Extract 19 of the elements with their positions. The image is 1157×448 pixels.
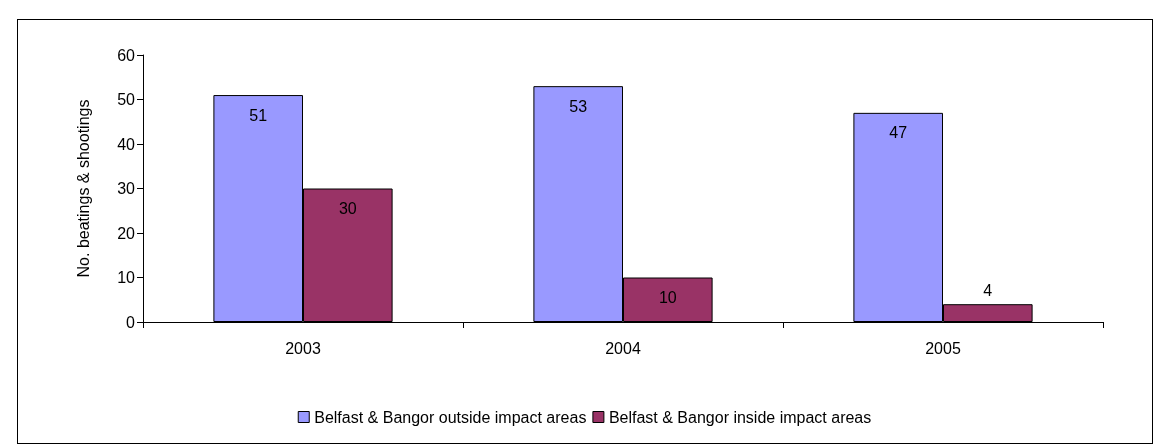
legend-label: Belfast & Bangor inside impact areas: [608, 408, 872, 426]
data-label: 47: [889, 124, 908, 142]
data-label: 10: [658, 289, 677, 306]
y-tick-label: 30: [117, 180, 136, 197]
data-label: 53: [569, 97, 588, 115]
data-label: 4: [983, 281, 993, 299]
data-label: 51: [249, 106, 268, 124]
y-tick-label: 50: [117, 91, 136, 108]
y-tick-label: 40: [117, 135, 136, 153]
data-label: 30: [338, 200, 357, 217]
y-axis-title: No. beatings & shootings: [74, 99, 92, 278]
x-tick-label: 2003: [285, 339, 321, 357]
y-tick-label: 0: [126, 313, 136, 331]
y-tick-label: 60: [117, 46, 136, 64]
y-tick-label: 20: [117, 224, 136, 242]
y-tick-label: 10: [117, 269, 136, 286]
legend-label: Belfast & Bangor outside impact areas: [314, 408, 587, 426]
x-tick-label: 2004: [605, 339, 641, 357]
x-tick-label: 2005: [925, 339, 961, 357]
